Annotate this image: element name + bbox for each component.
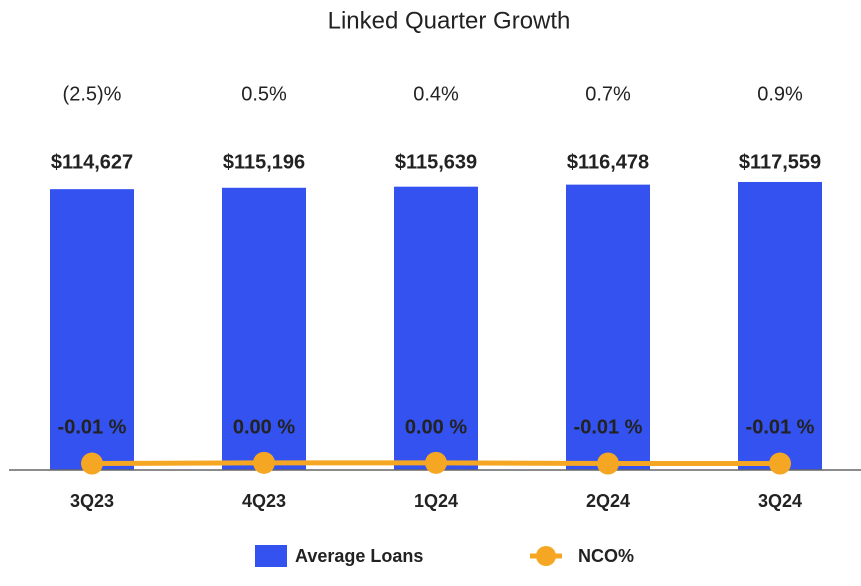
bar xyxy=(394,186,478,470)
x-tick-label: 3Q23 xyxy=(70,491,114,511)
nco-label: -0.01 % xyxy=(746,416,815,438)
nco-point xyxy=(597,452,619,475)
chart-title: Linked Quarter Growth xyxy=(328,7,571,34)
x-tick-label: 1Q24 xyxy=(414,491,458,511)
legend-label: NCO% xyxy=(578,546,634,566)
nco-label: -0.01 % xyxy=(574,416,643,438)
growth-label: 0.4% xyxy=(413,83,459,105)
growth-label: (2.5)% xyxy=(63,83,122,105)
legend-label: Average Loans xyxy=(295,546,423,566)
x-tick-label: 3Q24 xyxy=(758,491,802,511)
bar xyxy=(738,181,822,470)
nco-point xyxy=(253,451,275,474)
x-tick-label: 4Q23 xyxy=(242,491,286,511)
value-label: $114,627 xyxy=(51,151,133,173)
value-label: $115,639 xyxy=(395,151,477,173)
value-label: $117,559 xyxy=(739,151,821,173)
nco-label: 0.00 % xyxy=(405,416,467,438)
x-tick-label: 2Q24 xyxy=(586,491,630,511)
bar xyxy=(566,184,650,470)
growth-label: 0.5% xyxy=(241,83,287,105)
value-label: $115,196 xyxy=(223,151,305,173)
bar xyxy=(50,189,134,470)
nco-point xyxy=(81,452,103,475)
nco-label: 0.00 % xyxy=(233,416,295,438)
nco-point xyxy=(425,451,447,474)
legend-marker xyxy=(536,546,556,566)
growth-label: 0.9% xyxy=(757,83,803,105)
nco-label: -0.01 % xyxy=(58,416,127,438)
nco-point xyxy=(769,452,791,475)
bar xyxy=(222,187,306,470)
legend-swatch xyxy=(255,545,287,567)
growth-label: 0.7% xyxy=(585,83,631,105)
value-label: $116,478 xyxy=(567,151,649,173)
